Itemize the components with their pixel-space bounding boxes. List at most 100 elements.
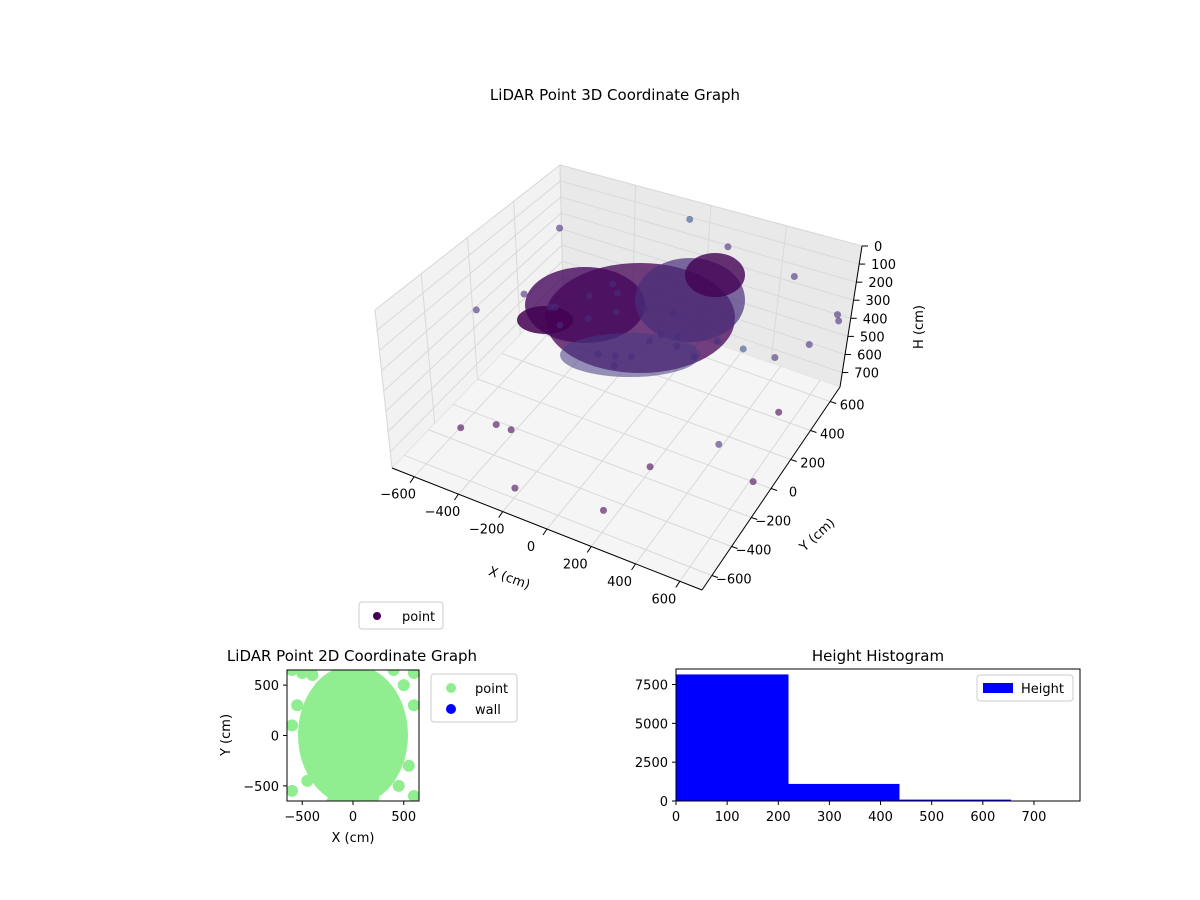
y-tick-label-2d: 500 [254,679,279,694]
x-tick-label: 600 [651,592,676,607]
point-3d [775,408,783,416]
point-2d [407,699,419,712]
chart-2d: LiDAR Point 2D Coordinate Graph −500 0 500… [219,647,518,846]
ticks-2d: −500 0 500 −500 0 500 [243,679,416,825]
point-3d [771,354,779,362]
chart-histogram: Height Histogram 0 100 200 300 400 500 600 7000… [635,647,1081,825]
grid-z-line [376,180,561,331]
point-2d [291,699,304,712]
point-2d [336,789,349,801]
point-3d [457,424,465,432]
point-3d [614,289,622,297]
x-tick-label-hist: 600 [970,810,995,825]
z-tick-label: 500 [860,330,885,345]
point-2d [336,719,349,732]
point-3d [669,309,677,317]
point-3d [724,243,732,251]
grid-wall-line [467,237,478,380]
x-tick-label-hist: 300 [817,810,842,825]
point-3d [556,224,564,232]
point-3d [600,506,607,514]
points-3d [457,215,843,514]
point-3d [673,342,681,350]
point-3d [609,280,617,288]
point-3d [511,484,519,492]
point-2d [387,749,400,762]
y-tick-label: 400 [820,428,845,443]
z-tick-label: 300 [866,294,891,309]
legend-2d-label-point: point [475,682,508,697]
point-3d [612,308,620,316]
y-tick-label: 0 [789,486,797,501]
grid-y-line [501,353,791,460]
point-2d [392,779,405,792]
point-2d [287,784,299,797]
histogram-title: Height Histogram [812,647,944,665]
point-2d [347,759,359,772]
y-tick-label-hist: 0 [660,795,668,810]
x-tick-mark [675,581,681,588]
z-axis-label: H (cm) [912,305,927,349]
y-axis-label-2d: Y (cm) [219,714,234,757]
point-2d [311,729,324,742]
y-tick-label-hist: 7500 [635,679,668,694]
grid-y-line [452,403,752,518]
x-tick-label: 200 [563,557,588,572]
point-2d [347,699,359,712]
point-3d [805,341,813,349]
x-tick-label-2d: −500 [284,810,320,825]
point-3d [690,353,698,361]
legend-3d-box [358,601,444,630]
y-tick-label-2d: 0 [271,730,279,745]
y-tick-mark [790,459,797,462]
point-3d [546,303,554,311]
x-axis-label: X (cm) [486,564,532,593]
grid-wall-line [374,309,393,469]
legend-histogram-swatch [983,683,1013,693]
point-2d [402,759,415,772]
point-3d [674,332,682,340]
point-3d [556,321,564,329]
y-tick-mark [751,517,758,520]
point-3d [739,345,747,353]
point-2d [347,729,359,742]
point-2d [372,719,385,732]
x-tick-mark [586,546,592,553]
legend-histogram-label: Height [1021,682,1064,697]
grid-y-line [404,454,713,576]
points-2d [287,670,419,801]
x-tick-label: −400 [425,505,461,520]
y-tick-mark [731,546,738,549]
ticks-3d: −600−400−2000200400600−600−400−200020040… [380,240,896,607]
point-3d [594,350,602,358]
z-tick-label: 700 [854,367,879,382]
point-3d [686,215,694,223]
z-axis-line [839,245,863,388]
point-2d [407,789,419,801]
point-2d [397,679,410,692]
grid-z-line [560,196,857,283]
grid-z-line [560,180,860,265]
point-2d [407,670,419,680]
grid-wall-line [770,225,787,363]
point-2d [321,739,334,752]
point-2d [316,704,329,717]
x-tick-mark [498,511,504,518]
point-3d [520,290,528,298]
point-3d [507,426,515,434]
point-2d [377,699,390,712]
x-tick-label-hist: 100 [715,810,740,825]
grid-y-line [428,429,732,547]
point-3d [834,311,841,319]
legend-3d-marker [373,612,381,620]
legend-2d: point wall [430,673,518,723]
point-2d [326,689,339,702]
z-tick-label: 600 [857,348,882,363]
y-tick-label-2d: −500 [243,780,279,795]
point-3d [611,352,619,360]
grid-z-line [383,228,562,392]
x-tick-mark [631,563,636,571]
point-3d [472,306,480,314]
point-3d [551,303,559,311]
point-2d [362,709,375,722]
